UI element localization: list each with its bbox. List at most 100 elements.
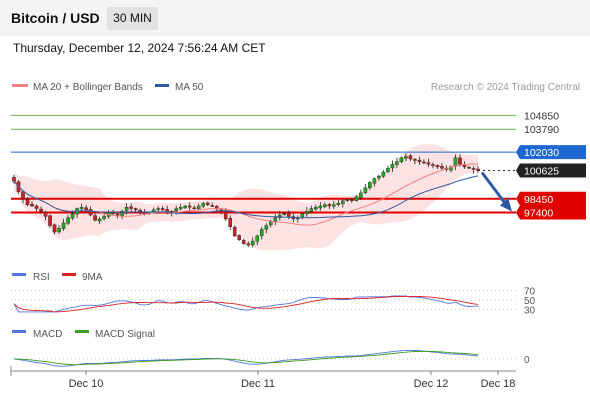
candle-body xyxy=(386,167,390,172)
candle-body xyxy=(115,213,120,216)
rsi-ma-line xyxy=(13,295,479,313)
level-label-resistance: 103790 xyxy=(524,124,559,136)
x-tick-label: Dec 10 xyxy=(69,378,104,390)
candle-body xyxy=(246,243,251,246)
legend-ma20-swatch xyxy=(12,84,28,87)
chart-header: Bitcoin / USD 30 MIN xyxy=(0,0,590,36)
candle-body xyxy=(219,208,224,212)
candle-body xyxy=(350,199,354,201)
rsi-level-label: 30 xyxy=(524,305,536,316)
candle-body xyxy=(426,162,431,165)
candle-body xyxy=(165,209,169,213)
candle-body xyxy=(79,207,84,210)
candle-body xyxy=(408,155,413,160)
rsi-line xyxy=(13,295,478,313)
candle-body xyxy=(250,240,255,246)
candle-body xyxy=(169,210,174,214)
candle-body xyxy=(363,187,368,194)
candle-body xyxy=(417,159,422,162)
candle-body xyxy=(453,157,458,167)
level-label-box-support xyxy=(516,205,586,220)
candle-body xyxy=(214,205,219,209)
candle-body xyxy=(228,218,233,228)
candle-body xyxy=(282,213,287,215)
candle-body xyxy=(75,208,79,215)
candle-body xyxy=(232,226,237,237)
candle-body xyxy=(147,212,151,214)
candle-body xyxy=(34,205,39,209)
candle-body xyxy=(332,204,336,207)
candle-body xyxy=(52,224,57,233)
candle-body xyxy=(21,191,25,200)
candle-body xyxy=(61,222,66,229)
candle-body xyxy=(241,240,246,244)
candle-body xyxy=(345,199,350,201)
candle-body xyxy=(156,208,160,210)
candle-body xyxy=(205,202,210,205)
candle-body xyxy=(178,207,183,210)
timeframe-button[interactable]: 30 MIN xyxy=(107,7,158,30)
candle-body xyxy=(196,205,201,210)
candle-body xyxy=(106,212,111,217)
level-label-current: 100625 xyxy=(524,165,559,177)
candle-body xyxy=(300,213,305,218)
candle-body xyxy=(48,215,52,226)
candle-body xyxy=(12,177,16,182)
forecast-arrow-shaft xyxy=(480,171,508,206)
level-label-pivot: 102030 xyxy=(524,147,559,159)
legend-macd-signal-label: MACD Signal xyxy=(95,329,155,340)
candle-body xyxy=(210,205,215,207)
candle-body xyxy=(471,168,476,170)
rsi-level-label: 70 xyxy=(524,287,536,298)
candle-body xyxy=(30,204,34,207)
candle-body xyxy=(133,208,138,211)
candle-body xyxy=(336,203,341,206)
legend-macd-signal-swatch xyxy=(75,330,89,333)
candle-body xyxy=(399,157,404,163)
candle-body xyxy=(314,207,318,210)
candle-body xyxy=(467,167,471,169)
candle-body xyxy=(183,205,187,209)
candle-body xyxy=(160,208,165,211)
legend-rsi-ma-swatch xyxy=(62,273,76,276)
candle-body xyxy=(88,209,93,216)
legend-rsi-label: RSI xyxy=(33,272,50,283)
level-label-support: 97400 xyxy=(524,207,553,219)
bollinger-band xyxy=(14,144,478,251)
candle-body xyxy=(449,166,453,171)
candle-body xyxy=(277,214,282,218)
macd-zero-label: 0 xyxy=(524,355,530,366)
x-tick-label: Dec 18 xyxy=(481,378,516,390)
candle-body xyxy=(259,229,264,236)
candle-body xyxy=(142,211,147,214)
candle-body xyxy=(187,205,192,208)
candle-body xyxy=(296,217,300,220)
candle-body xyxy=(435,165,440,168)
legend-macd-label: MACD xyxy=(33,329,62,340)
candle-body xyxy=(70,213,75,219)
candle-body xyxy=(66,217,70,224)
candle-body xyxy=(84,207,88,211)
legend-macd-swatch xyxy=(12,330,26,333)
candle-body xyxy=(39,208,43,212)
candle-body xyxy=(390,164,395,169)
candle-body xyxy=(120,210,124,216)
chart-datetime: Thursday, December 12, 2024 7:56:24 AM C… xyxy=(13,41,266,55)
candle-body xyxy=(462,164,467,168)
candle-body xyxy=(354,196,359,201)
candle-body xyxy=(237,235,242,241)
candle-body xyxy=(255,235,260,242)
candle-body xyxy=(273,217,278,222)
legend-ma50-label: MA 50 xyxy=(175,82,204,93)
candle-body xyxy=(404,156,408,159)
candle-body xyxy=(268,221,273,226)
candle-body xyxy=(151,209,156,213)
candle-body xyxy=(138,209,142,213)
candle-body xyxy=(43,211,48,217)
instrument-title: Bitcoin / USD xyxy=(11,10,100,26)
copyright-text: Research © 2024 Trading Central xyxy=(431,82,580,93)
candle-body xyxy=(93,215,97,221)
macd-line xyxy=(13,349,479,367)
legend-ma20-label: MA 20 + Bollinger Bands xyxy=(33,82,143,93)
